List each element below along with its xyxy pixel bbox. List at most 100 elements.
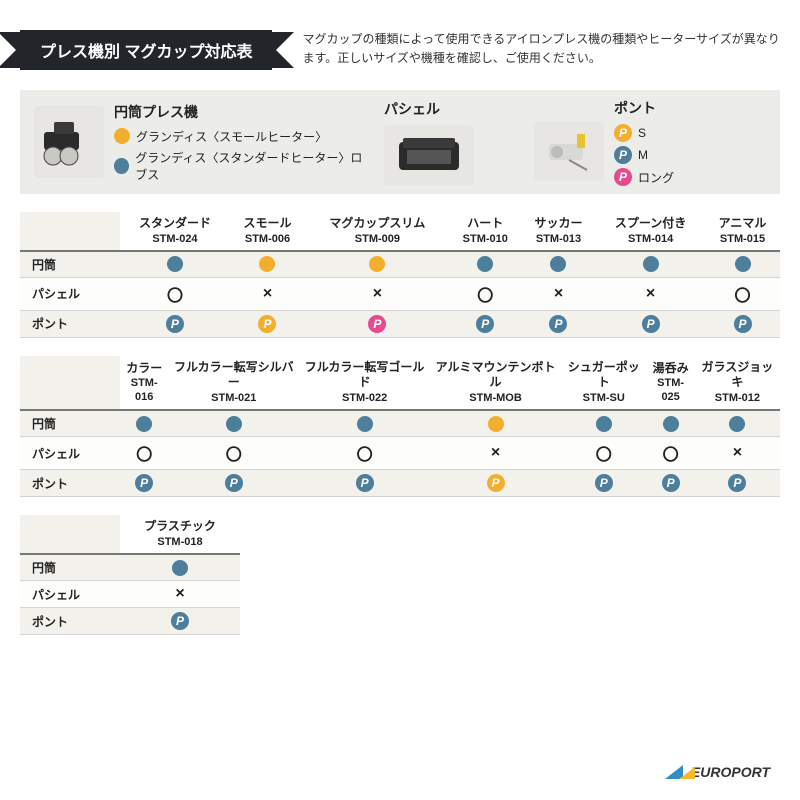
brand-logo: EUROPORT — [665, 764, 770, 780]
row-header: 円筒 — [20, 554, 120, 581]
cell: 〇 — [646, 437, 694, 470]
dot-icon — [477, 256, 493, 272]
ng-icon: × — [733, 444, 742, 462]
dot-icon — [357, 416, 373, 432]
cell: P — [299, 470, 430, 497]
dot-icon — [226, 416, 242, 432]
cell — [305, 251, 450, 278]
cell: × — [230, 277, 305, 310]
row-header: ポント — [20, 608, 120, 635]
col-header: ガラスジョッキSTM-012 — [695, 356, 780, 410]
cell: P — [120, 608, 240, 635]
cell: 〇 — [299, 437, 430, 470]
cell — [168, 410, 299, 437]
dot-icon — [663, 416, 679, 432]
cell: × — [521, 277, 596, 310]
legend-title-pashell: パシェル — [384, 99, 524, 119]
cell: P — [646, 470, 694, 497]
p-badge-icon: P — [734, 315, 752, 333]
cell: × — [120, 581, 240, 608]
ok-icon: 〇 — [167, 282, 183, 306]
legend-item-small-heater: グランディス〈スモールヒーター〉 — [114, 128, 374, 145]
p-pink-icon: P — [614, 168, 632, 186]
cell: P — [120, 310, 230, 337]
compatibility-table: スタンダードSTM-024スモールSTM-006マグカップスリムSTM-009ハ… — [20, 212, 780, 338]
ponto-image — [534, 121, 604, 181]
row-header: ポント — [20, 310, 120, 337]
col-header: マグカップスリムSTM-009 — [305, 212, 450, 251]
cell: × — [305, 277, 450, 310]
ng-icon: × — [554, 285, 563, 303]
dot-icon — [136, 416, 152, 432]
cell: P — [230, 310, 305, 337]
ok-icon: 〇 — [357, 441, 373, 465]
legend-panel: 円筒プレス機 グランディス〈スモールヒーター〉 グランディス〈スタンダードヒータ… — [20, 90, 780, 194]
col-header: アルミマウンテンボトルSTM-MOB — [430, 356, 561, 410]
ok-icon: 〇 — [226, 441, 242, 465]
legend-pashell: パシェル — [384, 99, 524, 185]
compatibility-table: プラスチックSTM-018円筒パシェル × ポント P — [20, 515, 240, 635]
col-header: プラスチックSTM-018 — [120, 515, 240, 554]
cell: P — [450, 310, 521, 337]
col-header: スモールSTM-006 — [230, 212, 305, 251]
col-header: スプーン付きSTM-014 — [596, 212, 705, 251]
col-header: カラーSTM-016 — [120, 356, 168, 410]
cell: 〇 — [120, 277, 230, 310]
col-header: ハートSTM-010 — [450, 212, 521, 251]
ok-icon: 〇 — [596, 441, 612, 465]
pashell-image — [384, 125, 474, 185]
col-header: スタンダードSTM-024 — [120, 212, 230, 251]
cell — [695, 410, 780, 437]
col-header: アニマルSTM-015 — [705, 212, 780, 251]
cell: 〇 — [120, 437, 168, 470]
row-header: パシェル — [20, 277, 120, 310]
p-badge-icon: P — [549, 315, 567, 333]
cell: P — [705, 310, 780, 337]
tables-container: スタンダードSTM-024スモールSTM-006マグカップスリムSTM-009ハ… — [0, 212, 800, 635]
cell — [120, 251, 230, 278]
dot-icon — [369, 256, 385, 272]
p-badge-icon: P — [356, 474, 374, 492]
cell: P — [430, 470, 561, 497]
dot-icon — [643, 256, 659, 272]
table-row: パシェル〇××〇××〇 — [20, 277, 780, 310]
cell: P — [561, 470, 646, 497]
ponto-image-wrap — [534, 103, 604, 181]
cell: 〇 — [450, 277, 521, 310]
dot-icon — [488, 416, 504, 432]
legend-ponto-s: P S — [614, 124, 734, 142]
legend-ponto: ポント P S P M P ロング — [614, 98, 734, 186]
brand-name: EUROPORT — [691, 764, 770, 780]
dot-icon — [729, 416, 745, 432]
press-machine-image — [34, 106, 104, 178]
col-header: 湯呑みSTM-025 — [646, 356, 694, 410]
p-badge-icon: P — [135, 474, 153, 492]
legend-label: グランディス〈スモールヒーター〉 — [136, 128, 327, 145]
legend-cylinder-press: 円筒プレス機 グランディス〈スモールヒーター〉 グランディス〈スタンダードヒータ… — [114, 102, 374, 183]
ok-icon: 〇 — [735, 282, 751, 306]
cell: 〇 — [561, 437, 646, 470]
cell: 〇 — [168, 437, 299, 470]
ng-icon: × — [175, 585, 184, 603]
table-row: パシェル〇〇〇×〇〇× — [20, 437, 780, 470]
legend-label: M — [638, 148, 648, 162]
legend-ponto-long: P ロング — [614, 168, 734, 186]
p-badge-icon: P — [171, 612, 189, 630]
ng-icon: × — [491, 444, 500, 462]
cell — [430, 410, 561, 437]
legend-title-ponto: ポント — [614, 98, 734, 118]
compatibility-table: カラーSTM-016フルカラー転写シルバーSTM-021フルカラー転写ゴールドS… — [20, 356, 780, 497]
p-orange-icon: P — [614, 124, 632, 142]
logo-mark-icon — [665, 765, 683, 779]
legend-ponto-m: P M — [614, 146, 734, 164]
row-header: パシェル — [20, 581, 120, 608]
ng-icon: × — [646, 285, 655, 303]
row-header: 円筒 — [20, 410, 120, 437]
ok-icon: 〇 — [477, 282, 493, 306]
cell — [120, 554, 240, 581]
cell — [646, 410, 694, 437]
table-row: ポントPPPPPPP — [20, 310, 780, 337]
row-header: 円筒 — [20, 251, 120, 278]
cell: P — [168, 470, 299, 497]
p-badge-icon: P — [225, 474, 243, 492]
